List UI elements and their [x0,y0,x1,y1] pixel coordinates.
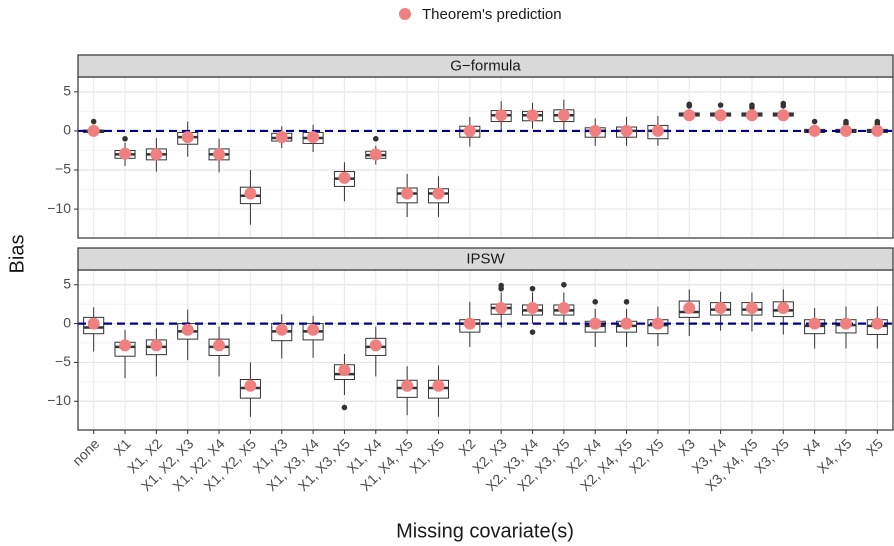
outlier [874,118,881,125]
strip-label: G−formula [450,57,521,74]
prediction-point [213,339,226,352]
strip [77,247,894,271]
prediction-point [808,124,821,137]
x-tick-label: X2 [455,435,479,459]
outlier [686,101,693,108]
prediction-point [369,339,382,352]
prediction-point [651,124,664,137]
outlier [592,299,599,305]
prediction-point [526,302,539,315]
y-tick-label: −10 [47,392,71,408]
outlier [749,102,755,108]
x-tick-label: X1 [110,435,134,459]
y-tick-label: −5 [55,353,71,369]
outlier [341,404,348,411]
prediction-point [620,124,633,137]
prediction-point [244,379,257,392]
x-tick-label: X3, X5 [751,435,792,476]
y-tick-label: 0 [63,122,71,138]
prediction-point [557,109,570,122]
prediction-point [557,302,570,315]
x-tick-label: none [69,435,102,468]
x-axis-title: Missing covariate(s) [396,520,574,542]
outlier [811,118,818,125]
prediction-point [495,109,508,122]
prediction-point [338,364,351,377]
prediction-point [745,109,758,122]
outlier [843,118,849,125]
prediction-point [839,317,852,330]
prediction-point [745,302,758,315]
prediction-point [275,323,288,336]
prediction-point [589,317,602,330]
outlier [498,282,504,289]
prediction-point [119,147,132,160]
prediction-point [495,302,508,315]
strip [77,54,894,78]
prediction-point [683,302,696,315]
outlier [122,135,128,142]
x-tick-label: X2, X5 [626,435,667,476]
prediction-point [213,148,226,161]
prediction-point [87,317,100,330]
prediction-point [432,379,445,392]
prediction-point [275,131,288,144]
outlier [529,285,536,292]
prediction-point [244,187,257,200]
prediction-point [871,317,884,330]
outlier [529,329,536,335]
legend-label: Theorem's prediction [422,6,562,23]
x-tick-label: X4, X5 [814,435,855,476]
prediction-point [777,302,790,315]
prediction-point [307,131,320,144]
outlier [561,281,567,288]
prediction-point [714,109,727,122]
y-axis-title: Bias [6,235,28,274]
prediction-point [181,131,194,144]
x-tick-label: X3 [675,435,699,459]
outlier [372,135,379,142]
prediction-point [620,317,633,330]
prediction-point [119,339,132,352]
legend-swatch [399,8,411,20]
outlier [623,299,630,305]
y-tick-label: 5 [63,275,71,291]
prediction-point [526,109,539,122]
prediction-point [150,339,163,352]
x-tick-label: X5 [863,435,887,459]
panel-background [78,77,893,238]
prediction-point [871,124,884,137]
prediction-point [401,187,414,200]
y-tick-label: −5 [55,161,71,177]
prediction-point [463,317,476,330]
outlier [780,100,787,107]
prediction-point [589,124,602,137]
prediction-point [714,302,727,315]
x-tick-label: X4 [800,435,824,459]
outlier [717,102,724,108]
strip-label: IPSW [466,250,505,267]
prediction-point [777,109,790,122]
prediction-point [432,187,445,200]
prediction-point [87,124,100,137]
prediction-point [181,323,194,336]
prediction-point [839,124,852,137]
prediction-point [683,109,696,122]
prediction-point [369,148,382,161]
y-tick-label: −10 [47,200,71,216]
prediction-point [463,124,476,137]
prediction-point [338,171,351,184]
y-tick-label: 5 [63,83,71,99]
prediction-point [401,379,414,392]
outlier [90,118,97,125]
prediction-point [651,317,664,330]
prediction-point [150,148,163,161]
x-tick-label: X1, X5 [406,435,447,476]
panel-background [78,270,893,430]
prediction-point [808,317,821,330]
y-tick-label: 0 [63,314,71,330]
prediction-point [307,323,320,336]
